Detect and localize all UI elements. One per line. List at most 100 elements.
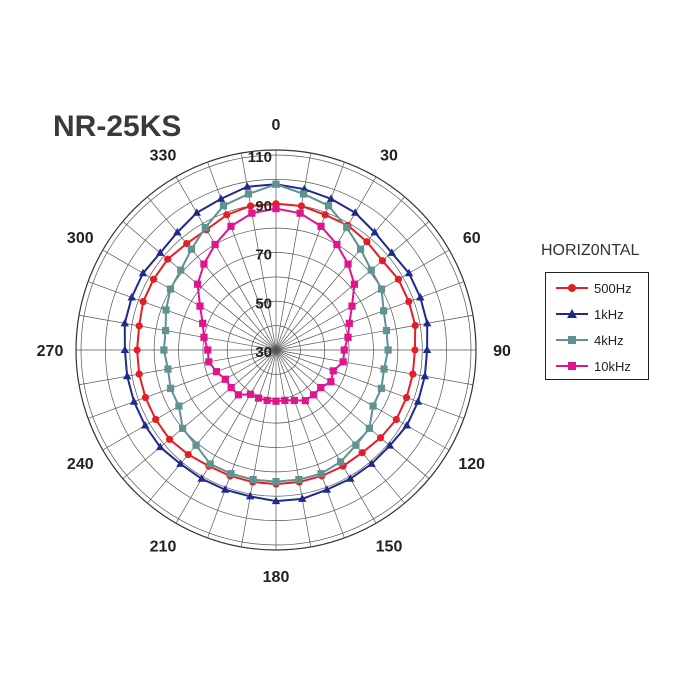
data-point <box>378 257 387 265</box>
data-point <box>166 285 175 293</box>
radial-tick-label: 90 <box>255 198 272 215</box>
data-point <box>333 240 341 249</box>
data-point <box>173 227 182 236</box>
data-point <box>227 384 235 392</box>
data-point <box>165 435 174 443</box>
data-point <box>402 393 411 402</box>
grid-spoke <box>78 314 277 351</box>
data-point <box>365 424 373 432</box>
data-point <box>382 326 391 335</box>
data-point <box>301 397 309 405</box>
data-point <box>377 285 386 293</box>
data-point <box>377 384 385 392</box>
grid-spoke <box>78 349 277 386</box>
grid-spoke <box>102 349 277 451</box>
data-point <box>211 240 219 249</box>
angle-tick-label: 30 <box>380 147 398 164</box>
data-point <box>420 371 430 380</box>
data-point <box>120 345 130 353</box>
data-point <box>248 209 256 217</box>
legend-swatch-triangle-icon <box>556 309 588 318</box>
data-point <box>423 318 432 327</box>
data-point <box>221 375 229 383</box>
data-point <box>220 485 230 493</box>
data-point <box>140 421 150 429</box>
series-group <box>120 179 432 505</box>
data-point <box>300 184 309 193</box>
grid-spoke <box>275 249 450 351</box>
data-point <box>339 358 347 366</box>
data-point <box>351 208 360 216</box>
data-point <box>177 266 185 274</box>
legend-swatch-circle-icon <box>556 284 588 292</box>
data-point <box>348 302 356 310</box>
data-point <box>413 397 423 405</box>
grid-spoke <box>275 349 450 451</box>
data-point <box>281 396 289 405</box>
chart-title: NR-25KS <box>53 110 182 143</box>
data-point <box>346 474 355 482</box>
data-point <box>227 222 235 230</box>
data-point <box>317 470 325 478</box>
data-point <box>122 371 132 380</box>
data-point <box>179 424 187 432</box>
grid-spoke <box>275 281 465 351</box>
grid-spoke <box>207 349 277 539</box>
data-point <box>322 485 332 493</box>
grid-spoke <box>87 281 277 351</box>
grid-spoke <box>147 196 277 351</box>
data-point <box>176 459 185 467</box>
data-point <box>162 306 170 314</box>
radial-tick-label: 70 <box>255 247 272 264</box>
data-point <box>244 190 253 198</box>
legend-item-10khz: 10kHz <box>546 357 650 377</box>
legend-label: 1kHz <box>594 307 624 322</box>
grid-spoke <box>275 349 312 548</box>
angle-tick-label: 120 <box>458 456 485 473</box>
angle-tick-label: 330 <box>150 147 177 164</box>
data-point <box>405 298 413 306</box>
radial-tick-label: 50 <box>255 295 272 312</box>
data-point <box>192 208 201 216</box>
angle-tick-label: 210 <box>150 539 177 556</box>
legend-item-500hz: 500Hz <box>546 279 650 299</box>
data-point <box>326 194 336 202</box>
legend-swatch-square-icon <box>556 362 588 370</box>
angle-tick-label: 60 <box>463 230 481 247</box>
data-point <box>133 346 141 354</box>
data-point <box>201 223 209 232</box>
data-point <box>317 222 325 230</box>
legend-label: 500Hz <box>594 281 632 296</box>
angle-tick-label: 0 <box>272 117 281 134</box>
data-point <box>216 194 226 202</box>
data-point <box>156 442 165 451</box>
data-point <box>392 415 400 424</box>
data-point <box>317 384 325 392</box>
data-point <box>380 307 388 315</box>
data-point <box>402 421 412 429</box>
data-point <box>164 365 172 373</box>
data-point <box>344 260 352 268</box>
grid-spoke <box>207 161 277 351</box>
data-point <box>192 441 200 449</box>
data-point <box>380 365 388 373</box>
angle-tick-label: 90 <box>493 343 511 360</box>
grid-spoke <box>275 349 474 386</box>
data-point <box>290 396 298 404</box>
data-point <box>204 346 212 354</box>
grid-spoke <box>240 349 277 548</box>
data-point <box>422 345 432 353</box>
data-point <box>345 319 353 327</box>
data-point <box>272 397 280 405</box>
data-point <box>329 367 337 375</box>
data-point <box>358 449 366 457</box>
data-point <box>127 292 136 301</box>
legend-title: HORIZ0NTAL <box>541 242 640 259</box>
grid-spoke <box>275 349 465 419</box>
data-point <box>249 476 257 484</box>
grid-spoke <box>275 349 377 524</box>
data-point <box>245 491 255 500</box>
data-point <box>321 211 329 219</box>
data-point <box>247 202 255 210</box>
data-point <box>416 292 425 301</box>
